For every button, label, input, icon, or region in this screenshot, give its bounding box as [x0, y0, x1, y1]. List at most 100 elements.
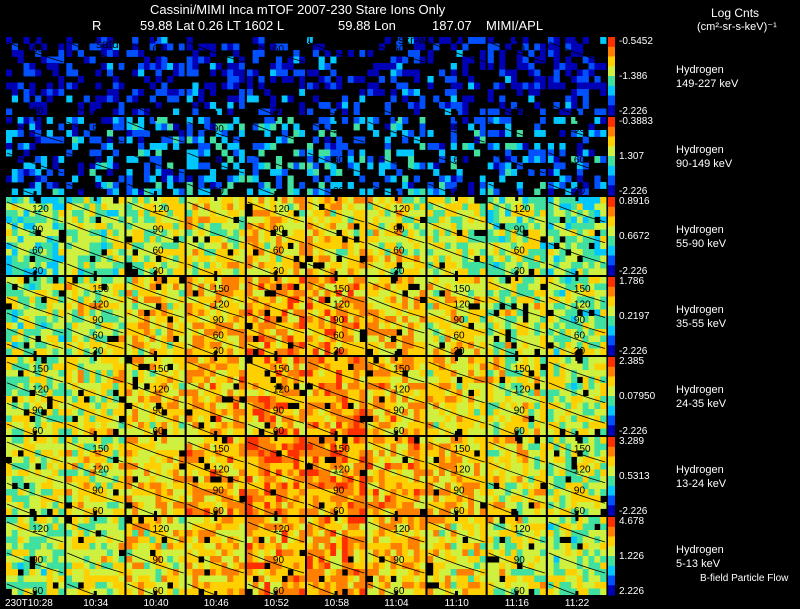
colorbar-mid-label: 1.307	[619, 151, 644, 162]
contour-label: 60	[92, 506, 104, 517]
heatmap-row-3	[6, 276, 607, 356]
colorbar-max-label: 0.8916	[619, 196, 650, 207]
time-tick: 11:16	[505, 598, 530, 609]
contour-label: 60	[574, 331, 586, 342]
contour-label: 150	[454, 284, 471, 295]
energy-label: 90-149 keV	[676, 158, 733, 170]
contour-label: 60	[333, 155, 345, 166]
colorbar-min-label: -2.226	[619, 506, 648, 517]
contour-label: 150	[333, 284, 350, 295]
contour-label: 120	[153, 385, 170, 396]
contour-label: 120	[32, 385, 49, 396]
institution: MIMI/APL	[486, 18, 544, 33]
plot-title: Cassini/MIMI Inca mTOF 2007-230 Stare Io…	[150, 2, 446, 17]
contour-label: 150	[333, 444, 350, 455]
contour-label: 150	[92, 444, 109, 455]
energy-label: 35-55 keV	[676, 318, 727, 330]
contour-label: 90	[333, 485, 345, 496]
colorbar-max-label: -0.5452	[619, 36, 653, 47]
contour-label: 30	[454, 346, 466, 357]
contour-label: 90	[454, 315, 466, 326]
energy-label: 55-90 keV	[676, 238, 727, 250]
contour-label: 120	[574, 300, 591, 311]
contour-label: 60	[32, 245, 44, 256]
contour-label: 90	[273, 225, 285, 236]
contour-label: 60	[514, 426, 526, 437]
contour-label: 90	[32, 555, 44, 566]
contour-label: 60	[454, 331, 466, 342]
time-tick: 11:10	[445, 598, 470, 609]
colorbar-max-label: 4.678	[619, 516, 644, 527]
heatmap-row-0	[6, 36, 607, 116]
time-tick: 11:22	[565, 598, 590, 609]
colorbar-max-label: 1.786	[619, 276, 644, 287]
time-tick: 10:34	[83, 598, 108, 609]
contour-label: 120	[333, 465, 350, 476]
r-label: R	[92, 18, 102, 33]
contour-label: 90	[393, 555, 405, 566]
contour-label: 60	[153, 245, 165, 256]
contour-label: 60	[454, 506, 466, 517]
contour-label: 30	[333, 346, 345, 357]
contour-label: 90	[92, 485, 104, 496]
contour-label: 90	[574, 124, 586, 135]
contour-label: 150	[213, 284, 230, 295]
contour-label: 150	[153, 364, 170, 375]
contour-label: 120	[393, 204, 410, 215]
contour-label: 120	[273, 204, 290, 215]
skr-marker: skr-wl	[398, 33, 430, 47]
contour-label: 90	[574, 315, 586, 326]
contour-label: 90	[153, 555, 165, 566]
contour-label: 60	[514, 245, 526, 256]
species-label: Hydrogen	[676, 224, 724, 236]
time-tick: 10:46	[204, 598, 229, 609]
contour-label: 90	[333, 315, 345, 326]
colorbar-5	[608, 437, 615, 516]
contour-label: 120	[273, 524, 290, 535]
contour-label: 120	[92, 300, 109, 311]
contour-label: 60	[454, 155, 466, 166]
contour-label: 30	[92, 186, 104, 197]
contour-label: 30	[213, 346, 225, 357]
contour-label: 90	[514, 405, 526, 416]
contour-label: 60	[32, 426, 44, 437]
contour-label: 150	[273, 364, 290, 375]
contour-label: 120	[32, 524, 49, 535]
species-label: Hydrogen	[676, 144, 724, 156]
contour-label: 90	[273, 555, 285, 566]
contour-label: 60	[213, 506, 225, 517]
contour-label: 60	[273, 245, 285, 256]
colorbar-mid-label: 0.6672	[619, 231, 650, 242]
contour-label: 120	[393, 385, 410, 396]
contour-label: 90	[454, 485, 466, 496]
colorbar-max-label: 3.289	[619, 436, 644, 447]
contour-label: 120	[153, 204, 170, 215]
contour-label: 60	[153, 586, 165, 597]
contour-label: 60	[273, 426, 285, 437]
contour-label: 60	[574, 155, 586, 166]
geo-readout: 59.88 Lat 0.26 LT 1602 L	[140, 18, 285, 33]
contour-label: 60	[393, 426, 405, 437]
contour-label: 120	[514, 385, 531, 396]
contour-label: 60	[514, 586, 526, 597]
contour-label: 150	[213, 444, 230, 455]
contour-label: 150	[454, 444, 471, 455]
contour-label: 90	[92, 315, 104, 326]
contour-label: 90	[153, 225, 165, 236]
contour-label: 150	[574, 284, 591, 295]
contour-label: 120	[273, 385, 290, 396]
species-label: Hydrogen	[676, 464, 724, 476]
contour-label: 90	[32, 225, 44, 236]
species-label: Hydrogen	[676, 544, 724, 556]
colorbar-0	[608, 37, 615, 116]
contour-label: 90	[213, 485, 225, 496]
contour-label: 90	[454, 124, 466, 135]
contour-label: 90	[213, 315, 225, 326]
contour-label: 90	[514, 225, 526, 236]
colorbar-6	[608, 517, 615, 596]
energy-label: 24-35 keV	[676, 398, 727, 410]
contour-label: 30	[213, 186, 225, 197]
contour-label: 30	[153, 266, 165, 277]
time-tick: 230T10:28	[5, 598, 53, 609]
contour-label: 120	[454, 465, 471, 476]
